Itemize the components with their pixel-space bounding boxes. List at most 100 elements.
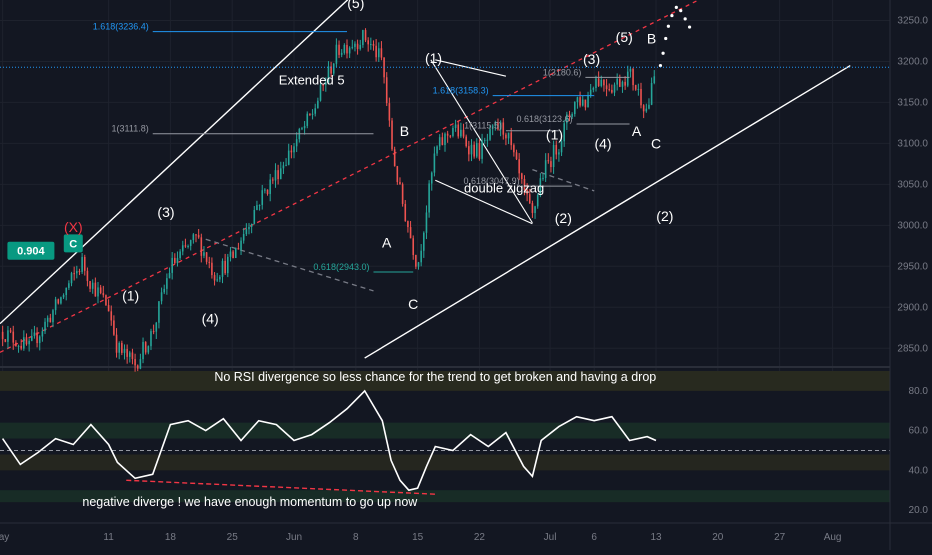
candle-body — [189, 240, 192, 246]
candle-body — [650, 83, 653, 105]
candle-body — [475, 142, 478, 157]
candle-body — [17, 345, 20, 347]
candle-body — [232, 251, 234, 259]
candle-body — [12, 331, 15, 343]
candle-body — [645, 108, 648, 112]
candle-body — [155, 322, 158, 332]
time-tick-label: 18 — [165, 532, 177, 543]
candle-body — [306, 113, 309, 126]
candle-body — [613, 84, 616, 93]
candle-body — [483, 140, 486, 142]
projection-dot — [658, 63, 663, 68]
candle-body — [38, 336, 41, 344]
badge: C — [63, 234, 83, 253]
candle-body — [277, 170, 279, 180]
projection-dot — [674, 5, 678, 9]
candle-body — [86, 270, 89, 282]
candle-body — [309, 113, 311, 115]
candle-body — [15, 342, 17, 347]
candle-body — [494, 122, 497, 126]
candle-body — [515, 152, 518, 160]
candle-body — [587, 95, 589, 108]
candle-body — [4, 339, 7, 342]
wave-label: (1) — [425, 50, 442, 66]
candle-body — [102, 293, 105, 296]
candle-body — [237, 247, 240, 250]
candle-body — [571, 114, 573, 117]
candles — [1, 28, 656, 372]
candle-body — [266, 189, 269, 194]
candle-body — [558, 152, 560, 155]
rsi-upper-band — [0, 422, 890, 439]
axis-bg — [890, 0, 932, 550]
badge: 0.904 — [7, 241, 55, 260]
rsi-overbought-band — [0, 371, 890, 391]
time-tick-label: 8 — [353, 532, 359, 543]
projection-dot — [679, 9, 683, 13]
candle-body — [181, 245, 184, 252]
candle-body — [579, 97, 581, 106]
price-tick-label: 2950.0 — [897, 261, 928, 272]
candle-body — [174, 257, 176, 264]
candle-body — [505, 134, 507, 139]
candle-body — [526, 189, 528, 195]
candle-body — [433, 153, 436, 173]
candle-body — [110, 311, 113, 321]
candle-body — [126, 349, 128, 357]
projection-dot — [683, 17, 687, 21]
rsi-lower-band — [0, 454, 890, 471]
candle-body — [176, 258, 179, 264]
candle-body — [417, 262, 420, 267]
candle-body — [573, 102, 576, 115]
candle-body — [420, 250, 422, 263]
wave-label: Extended 5 — [279, 72, 345, 87]
badge-label: C — [69, 238, 77, 250]
time-tick-label: 13 — [650, 532, 662, 543]
rsi-panel — [0, 371, 890, 522]
candle-body — [536, 195, 539, 207]
candle-body — [91, 282, 94, 289]
badge-box — [7, 241, 55, 260]
candle-body — [287, 150, 290, 165]
candle-body — [216, 279, 219, 281]
candle-body — [595, 78, 597, 89]
rsi-oversold-band — [0, 490, 890, 503]
price-tick-label: 3250.0 — [897, 15, 928, 26]
candle-body — [44, 321, 46, 332]
candle-body — [544, 160, 547, 178]
candle-body — [25, 337, 28, 345]
projection-dot — [687, 25, 692, 29]
fib-level-label: 1(3111.8) — [112, 124, 149, 134]
time-tick-label: 27 — [774, 532, 786, 543]
candle-body — [147, 346, 150, 353]
candle-body — [195, 234, 197, 236]
candle-body — [171, 257, 173, 273]
candle-body — [513, 145, 515, 153]
candle-body — [136, 365, 139, 369]
candle-body — [521, 173, 523, 180]
candle-body — [256, 205, 258, 210]
candle-body — [168, 272, 171, 279]
candle-body — [285, 164, 287, 166]
candle-body — [261, 190, 264, 205]
candle-body — [33, 332, 36, 337]
candle-body — [41, 331, 44, 337]
candle-body — [388, 103, 391, 121]
candle-body — [200, 237, 203, 256]
candle-body — [385, 77, 388, 104]
time-tick-label: 6 — [591, 532, 597, 543]
candle-body — [115, 334, 118, 353]
candle-body — [441, 137, 444, 145]
wedge-lower-line — [435, 179, 533, 225]
fib-levels: 1.618(3236.4) 1(3111.8) 0.618(2943.0) 1.618… — [93, 22, 630, 273]
candle-body — [73, 273, 75, 275]
candle-body — [226, 256, 229, 274]
candle-body — [70, 273, 73, 284]
candle-body — [375, 45, 377, 58]
candle-body — [550, 161, 552, 168]
candle-body — [258, 204, 261, 206]
candle-body — [240, 240, 242, 250]
price-tick-label: 3100.0 — [897, 138, 928, 149]
